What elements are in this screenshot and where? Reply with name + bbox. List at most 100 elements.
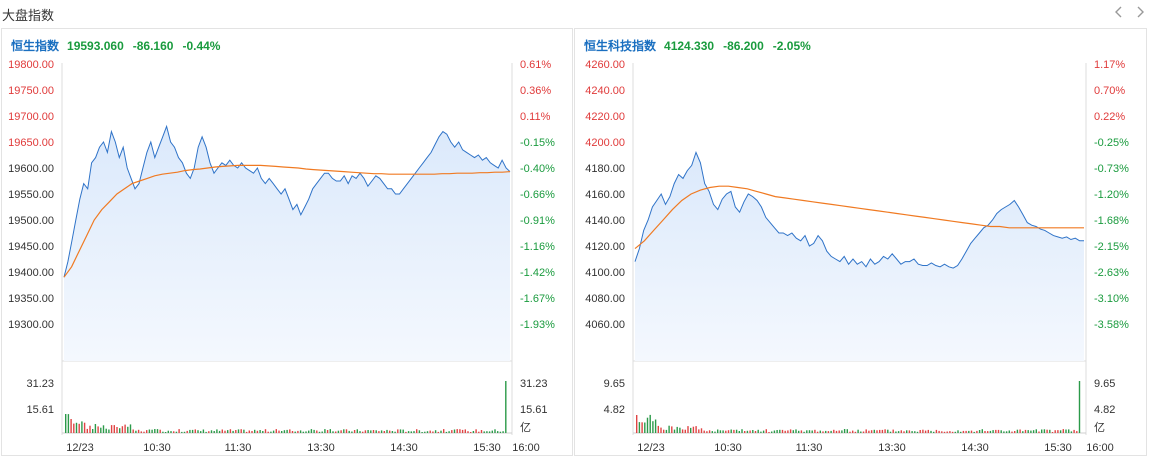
volume-bar: [283, 430, 286, 433]
volume-bar: [811, 430, 813, 433]
volume-bar: [67, 414, 70, 433]
volume-bar: [137, 429, 140, 433]
index-panel-hsi[interactable]: 恒生指数 19593.060 -86.160 -0.44% 19800.00 19750…: [1, 28, 573, 456]
panel-header: 恒生指数 19593.060 -86.160 -0.44%: [11, 37, 229, 54]
volume-bar: [251, 431, 253, 433]
volume-bar: [862, 431, 865, 433]
volume-bar: [421, 432, 423, 433]
index-change: -86.160: [132, 39, 174, 53]
volume-bar: [1019, 429, 1021, 433]
x-tick-label: 15:30: [473, 442, 501, 454]
volume-bar: [671, 426, 673, 433]
volume-bar: [806, 430, 808, 433]
volume-bar: [437, 431, 439, 433]
volume-bar: [1024, 429, 1027, 433]
y-tick-label-right: -1.20%: [1094, 189, 1129, 201]
volume-bar: [870, 430, 873, 433]
volume-bar: [887, 429, 889, 433]
volume-bar: [337, 430, 340, 433]
volume-unit-label: 亿: [520, 421, 531, 434]
x-tick-label: 12/23: [637, 442, 665, 454]
volume-bar: [81, 421, 83, 433]
index-panel-hstech[interactable]: 恒生科技指数 4124.330 -86.200 -2.05% 4260.00 4240.…: [574, 28, 1147, 456]
volume-bar: [841, 430, 843, 433]
volume-bar: [124, 424, 126, 433]
volume-bar: [356, 429, 358, 433]
volume-bar: [173, 431, 175, 433]
chevron-right-icon[interactable]: [1131, 2, 1149, 22]
x-tick-label: 10:30: [714, 442, 742, 454]
volume-bar: [294, 431, 296, 433]
volume-bar: [933, 431, 935, 433]
y-tick-label-right: -1.16%: [520, 241, 555, 253]
volume-bar: [440, 430, 442, 433]
volume-bar: [644, 422, 646, 433]
y-tick-label: 4240.00: [585, 85, 625, 97]
volume-bar: [162, 431, 164, 433]
volume-bar: [997, 429, 1000, 433]
volume-bar: [754, 431, 757, 433]
volume-bar: [676, 426, 678, 433]
y-tick-label-right: 0.70%: [1094, 85, 1125, 97]
volume-bar: [310, 429, 313, 433]
volume-bar: [1051, 432, 1054, 433]
volume-bar: [405, 431, 407, 433]
volume-bar: [380, 430, 383, 433]
volume-bar: [270, 431, 272, 433]
volume-bar: [418, 430, 421, 433]
volume-bar: [649, 414, 651, 433]
volume-bar: [1043, 429, 1046, 433]
volume-bar: [960, 431, 962, 433]
volume-bar: [1062, 429, 1064, 433]
volume-bar: [132, 429, 134, 433]
volume-bar: [151, 429, 153, 433]
volume-bar: [335, 431, 337, 433]
y-tick-label: 19750.00: [8, 85, 54, 97]
volume-bar: [873, 429, 875, 433]
volume-bar: [846, 429, 848, 433]
volume-bar: [299, 430, 302, 433]
volume-bar: [646, 417, 649, 433]
volume-bar: [638, 422, 641, 433]
volume-bar: [746, 430, 749, 433]
volume-unit-label: 亿: [1094, 421, 1105, 434]
volume-bar: [900, 430, 902, 433]
volume-bar: [200, 431, 202, 433]
volume-bar: [1016, 429, 1019, 433]
volume-bar: [719, 430, 722, 433]
volume-bar: [181, 431, 183, 433]
price-series-line: [63, 124, 511, 278]
volume-bar: [475, 429, 477, 433]
y-tick-label: 4140.00: [585, 215, 625, 227]
volume-bar: [889, 431, 892, 433]
volume-bar: [170, 431, 172, 433]
volume-bar: [445, 431, 448, 433]
volume-bar: [762, 430, 765, 433]
volume-bar: [741, 429, 743, 433]
volume-bar: [744, 431, 746, 433]
volume-bar: [798, 430, 800, 433]
volume-bar: [386, 429, 388, 433]
price-area: [64, 126, 510, 362]
volume-bar: [78, 423, 80, 433]
volume-bar: [708, 430, 711, 433]
volume-bar: [984, 431, 986, 433]
volume-bar: [865, 429, 867, 433]
volume-bar: [636, 415, 638, 433]
volume-bar: [717, 429, 719, 433]
y-tick-label: 19350.00: [8, 293, 54, 305]
volume-bar: [919, 430, 921, 433]
volume-bar: [1027, 430, 1029, 433]
volume-bar: [1068, 429, 1070, 433]
volume-bar: [194, 429, 196, 433]
page-title: 大盘指数: [2, 8, 55, 23]
volume-bar: [502, 431, 504, 433]
chevron-left-icon[interactable]: [1110, 2, 1128, 22]
volume-bar: [692, 426, 695, 433]
volume-bar: [262, 431, 264, 433]
volume-bar: [641, 422, 643, 433]
volume-bar: [343, 429, 345, 433]
volume-bar: [478, 431, 480, 433]
volume-bar: [116, 427, 118, 433]
volume-bar: [367, 430, 369, 433]
